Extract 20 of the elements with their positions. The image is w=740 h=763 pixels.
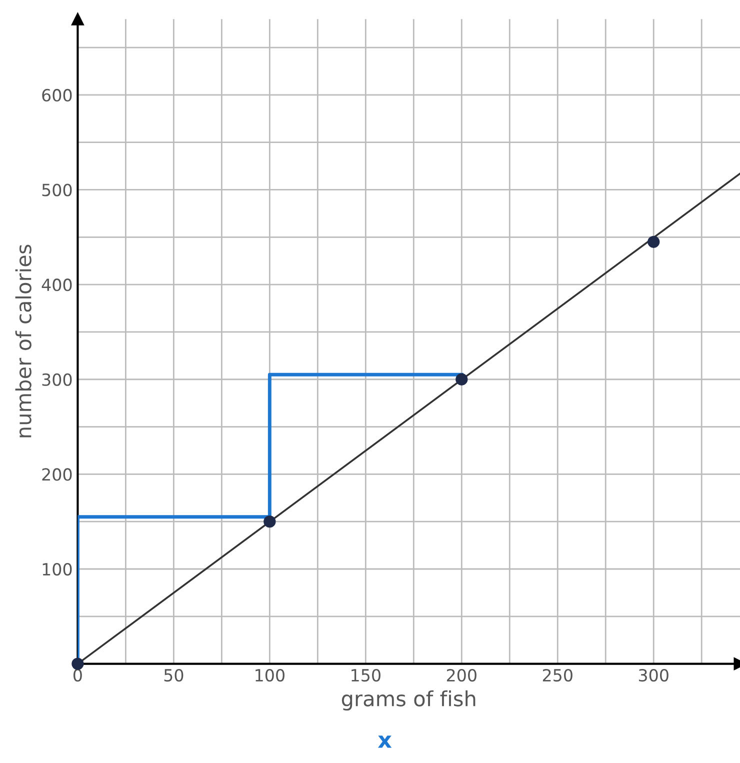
- point: [648, 236, 660, 248]
- y-tick-label: 500: [42, 184, 72, 196]
- point: [264, 516, 276, 528]
- point: [456, 373, 468, 386]
- x-tick-label: 250: [542, 668, 572, 682]
- y-tick-label: 200: [42, 468, 72, 481]
- x-tick-label: 0: [73, 668, 82, 682]
- y-tick-label: 400: [42, 278, 72, 292]
- x-tick-label: 300: [638, 668, 668, 682]
- x-tick-label: 100: [256, 668, 284, 682]
- y-tick-label: 100: [42, 562, 72, 576]
- y-tick-label: 300: [42, 373, 72, 386]
- y-tick-label: 600: [42, 88, 72, 102]
- x-tick-label: 50: [164, 668, 184, 682]
- point: [72, 658, 84, 670]
- text: x: [378, 736, 392, 748]
- x-axis-title: grams of fish: [342, 690, 476, 711]
- y-axis-title: number of calories: [15, 244, 32, 438]
- x-tick-label: 150: [352, 668, 380, 682]
- x-tick-label: 200: [446, 668, 476, 682]
